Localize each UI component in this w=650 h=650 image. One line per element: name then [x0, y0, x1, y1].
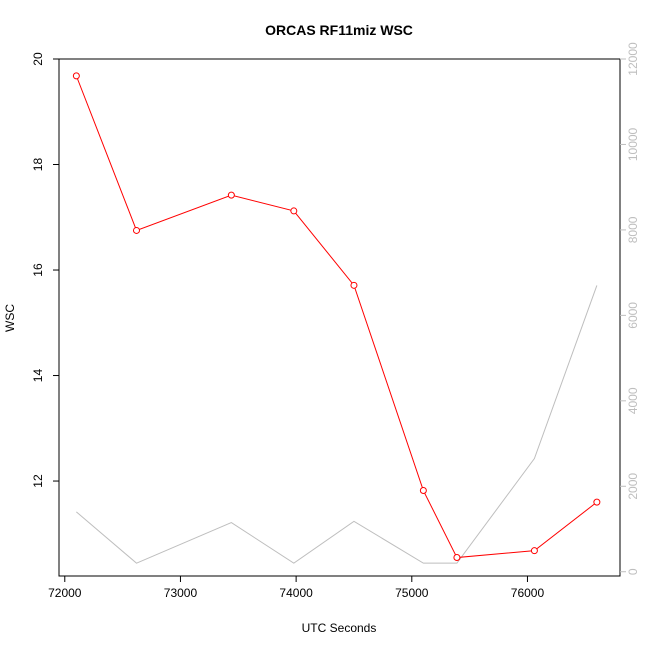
data-point [350, 281, 358, 289]
x-tick-label: 72000 [48, 586, 82, 600]
y-right-tick-label: 6000 [626, 302, 640, 329]
x-axis: 72000 73000 74000 75000 76000 [48, 576, 544, 600]
x-tick-label: 75000 [395, 586, 429, 600]
y-axis-label: WSC [3, 304, 17, 332]
data-point [72, 72, 80, 80]
y-right-tick-label: 10000 [626, 127, 640, 161]
y-tick-label: 20 [31, 52, 45, 66]
y-tick-label: 18 [31, 158, 45, 172]
data-point [593, 498, 601, 506]
red-series-line [75, 75, 598, 559]
x-axis-label: UTC Seconds [302, 621, 377, 635]
y-tick-label: 12 [31, 474, 45, 488]
y-tick-label: 16 [31, 263, 45, 277]
data-point [530, 547, 538, 555]
y-right-tick-label: 12000 [626, 42, 640, 76]
y-right-tick-label: 0 [626, 568, 640, 575]
y-right-tick-label: 4000 [626, 387, 640, 414]
y-axis-left: 12 14 16 18 20 [31, 52, 59, 488]
plot-frame [58, 58, 621, 577]
x-tick-label: 74000 [279, 586, 313, 600]
data-point [290, 207, 298, 215]
data-point [419, 487, 427, 495]
y-tick-label: 14 [31, 369, 45, 383]
grey-series-line [76, 285, 598, 564]
chart-title: ORCAS RF11miz WSC [265, 22, 413, 38]
data-point [132, 226, 140, 234]
y-right-tick-label: 8000 [626, 216, 640, 243]
series-layer [72, 72, 601, 564]
data-point [453, 554, 461, 562]
data-point [227, 191, 235, 199]
y-axis-right: 0 2000 4000 6000 8000 10000 12000 [620, 42, 640, 575]
y-right-tick-label: 2000 [626, 473, 640, 500]
x-tick-label: 76000 [511, 586, 545, 600]
x-tick-label: 73000 [164, 586, 198, 600]
